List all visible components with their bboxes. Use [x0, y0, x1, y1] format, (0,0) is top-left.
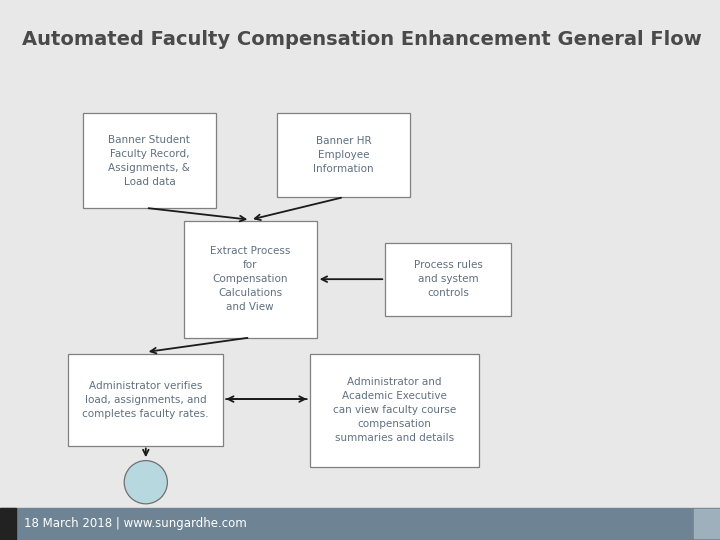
Text: Process rules
and system
controls: Process rules and system controls — [414, 260, 482, 299]
Bar — [0, 508, 16, 540]
Text: Administrator and
Academic Executive
can view faculty course
compensation
summar: Administrator and Academic Executive can… — [333, 377, 456, 443]
Text: Extract Process
for
Compensation
Calculations
and View: Extract Process for Compensation Calcula… — [210, 246, 290, 313]
Text: Administrator verifies
load, assignments, and
completes faculty rates.: Administrator verifies load, assignments… — [83, 381, 209, 418]
Text: Banner HR
Employee
Information: Banner HR Employee Information — [313, 136, 374, 174]
FancyBboxPatch shape — [385, 243, 511, 316]
Ellipse shape — [125, 461, 167, 504]
Bar — [694, 509, 720, 538]
FancyBboxPatch shape — [310, 354, 479, 467]
FancyBboxPatch shape — [68, 354, 223, 445]
Text: 18 March 2018 | www.sungardhe.com: 18 March 2018 | www.sungardhe.com — [24, 517, 247, 530]
Text: Banner Student
Faculty Record,
Assignments, &
Load data: Banner Student Faculty Record, Assignmen… — [109, 134, 190, 187]
FancyBboxPatch shape — [83, 113, 216, 208]
FancyBboxPatch shape — [184, 221, 317, 338]
Bar — [0, 508, 720, 540]
Text: Automated Faculty Compensation Enhancement General Flow: Automated Faculty Compensation Enhanceme… — [22, 30, 701, 49]
FancyBboxPatch shape — [277, 113, 410, 197]
